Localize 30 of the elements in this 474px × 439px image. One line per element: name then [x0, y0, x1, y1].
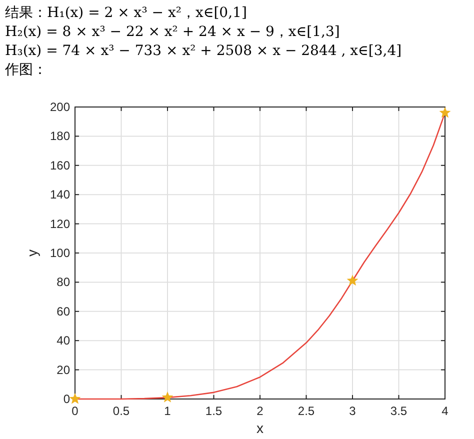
- x-axis-title: x: [256, 420, 264, 436]
- text: H₃(x) = 74 × x³ − 733 × x² + 2508 × x − 2844 , x∈[3,4]: [5, 43, 402, 59]
- x-tick-label: 1.5: [205, 404, 222, 418]
- x-tick-label: 0: [72, 404, 79, 418]
- x-tick-label: 1: [164, 404, 172, 418]
- point: [346, 274, 358, 286]
- y-tick-label: 160: [50, 158, 70, 172]
- y-tick-label: 20: [56, 362, 70, 377]
- y-tick-label: 140: [50, 188, 70, 202]
- x-tick-label: 4: [442, 404, 449, 418]
- text: 结果：H₁(x) = 2 × x³ − x²，x∈[0,1]: [5, 5, 247, 21]
- text: H₂(x) = 8 × x³ − 22 × x² + 24 × x − 9，x∈[1,3]: [5, 24, 340, 40]
- text: 作图：: [4, 62, 47, 78]
- x-tick-label: 2: [256, 404, 264, 418]
- y-tick-label: 120: [50, 216, 70, 231]
- y-tick-label: 80: [56, 275, 70, 290]
- point: [162, 392, 174, 402]
- point: [69, 393, 81, 404]
- y-tick-label: 60: [56, 304, 70, 318]
- y-tick-label: 180: [50, 129, 70, 144]
- x-tick-label: 3: [349, 404, 356, 418]
- y-tick-label: 0: [63, 392, 70, 406]
- x-tick-label: 3.5: [390, 404, 408, 418]
- y-tick-label: 100: [50, 246, 70, 260]
- y-tick-label: 200: [50, 100, 70, 114]
- y-tick-label: 40: [56, 334, 70, 348]
- x-tick-label: 2.5: [298, 404, 315, 418]
- y-axis-title: y: [24, 250, 40, 256]
- x-tick-label: 0.5: [112, 404, 130, 418]
- point: [439, 106, 451, 118]
